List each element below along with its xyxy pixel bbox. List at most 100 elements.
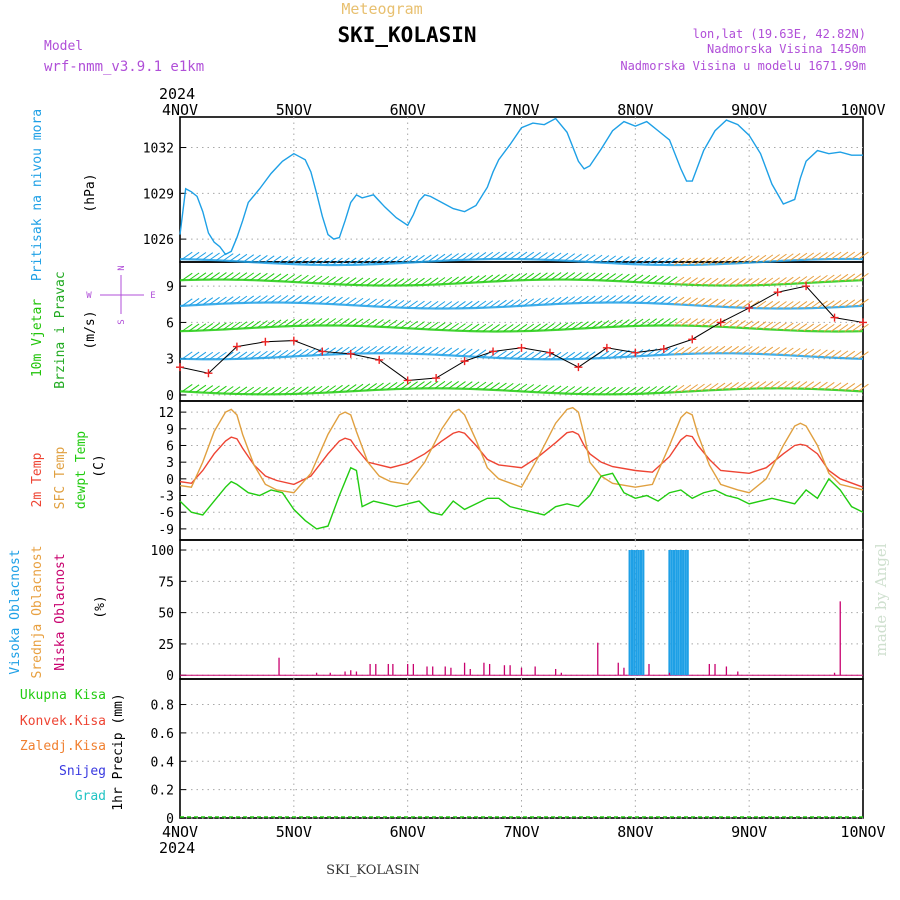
wind-barb <box>311 275 323 284</box>
wind-barb <box>735 381 746 390</box>
wind-barb <box>229 386 241 395</box>
wind-barb <box>694 277 705 286</box>
wind-barb <box>318 318 330 326</box>
wind-barb <box>414 321 425 330</box>
wind-speed-marker <box>659 345 668 354</box>
wind-barb <box>222 322 234 330</box>
wind-barb <box>755 321 767 330</box>
wind-barb <box>489 300 500 308</box>
wind-barb <box>304 386 316 394</box>
wind-barb <box>277 273 289 282</box>
wind-barb <box>584 295 596 304</box>
wind-barb <box>783 380 794 389</box>
wind-barb <box>721 256 733 265</box>
wind-barb <box>680 277 692 285</box>
wind-barb <box>489 350 500 358</box>
wind-units: (m/s) <box>83 310 98 349</box>
wind-barb <box>257 255 268 263</box>
wind-barb <box>564 253 576 262</box>
wind-barb <box>564 386 576 394</box>
wind-speed-marker <box>688 335 697 344</box>
wind-barb <box>694 383 705 392</box>
compass-south: S <box>117 319 127 324</box>
wind-barb <box>748 381 760 390</box>
wind-barb <box>632 274 644 283</box>
wind-barb <box>762 277 774 286</box>
wind-barb <box>673 276 685 285</box>
wind-barb <box>468 252 480 261</box>
wind-speed-marker <box>460 357 469 366</box>
wind-barb <box>742 320 753 329</box>
wind-barb <box>523 251 535 260</box>
wind-barb <box>769 301 780 309</box>
wind-barb <box>298 256 309 265</box>
wind-barb <box>824 349 835 358</box>
wind-barb <box>537 297 548 306</box>
wind-barb <box>625 386 637 395</box>
wind-speed-marker <box>745 303 754 312</box>
wind-barb <box>209 296 220 305</box>
wind-barb <box>298 318 309 327</box>
wind-barb <box>824 323 835 332</box>
wind-barb <box>502 273 514 282</box>
wind-barb <box>270 273 282 282</box>
wind-barb <box>537 384 548 393</box>
wind-barb <box>605 319 617 328</box>
wind-barb <box>537 272 548 281</box>
wind-barb <box>516 383 528 392</box>
wind-barb <box>359 257 371 266</box>
wind-barb <box>304 257 316 265</box>
wind-barb <box>578 272 589 281</box>
wind-barb <box>462 323 473 332</box>
wind-barb <box>523 351 535 360</box>
wind-barb <box>400 320 412 329</box>
wind-barb <box>653 275 664 284</box>
year-label-bottom: 2024 <box>159 839 195 857</box>
wind-barb <box>366 257 377 265</box>
wind-barb <box>810 323 821 332</box>
y-tick-label: 0 <box>166 389 174 404</box>
wind-barb <box>284 318 296 327</box>
wind-barb <box>421 254 432 263</box>
wind-barb <box>188 351 200 360</box>
wind-barb <box>591 272 603 281</box>
high-cloud-title: Visoka Oblacnost <box>8 549 23 674</box>
wind-barb <box>516 298 528 307</box>
wind-barb <box>817 381 828 390</box>
x-tick-label-bottom: 6NOV <box>390 823 426 841</box>
wind-barb <box>277 386 289 395</box>
wind-barb <box>332 276 343 285</box>
wind-barb <box>509 383 521 392</box>
wind-barb <box>298 295 309 304</box>
wind-barb <box>796 381 808 389</box>
wind-barb <box>257 350 268 359</box>
wind-barb <box>632 295 644 304</box>
wind-barb <box>345 297 357 306</box>
wind-barb <box>598 272 610 281</box>
wind-barb <box>181 251 193 260</box>
wind-barb <box>393 278 405 286</box>
y-tick-label: 0 <box>166 669 174 684</box>
x-tick-label-top: 7NOV <box>503 101 539 119</box>
wind-barb <box>557 385 569 394</box>
wind-barb <box>680 257 692 266</box>
wind-barb <box>250 272 261 281</box>
wind-barb <box>216 252 227 261</box>
wind-barb <box>311 385 323 394</box>
wind-barb <box>598 295 610 304</box>
wind-barb <box>277 256 289 264</box>
y-tick-label: 50 <box>158 607 174 622</box>
legend-snow: Snijeg <box>59 764 106 779</box>
wind-barb <box>462 348 473 357</box>
wind-barb <box>284 295 296 303</box>
credit-watermark: made by Angel <box>872 543 890 656</box>
wind-barb <box>236 295 248 304</box>
wind-barb <box>694 257 705 266</box>
wind-barb <box>687 297 698 306</box>
wind-barb <box>482 381 494 390</box>
legend-total-precip: Ukupna Kisa <box>20 688 106 703</box>
sfc-line <box>179 406 864 494</box>
y-tick-label: 6 <box>166 316 174 331</box>
wind-barb <box>236 351 248 360</box>
wind-barb <box>598 320 610 328</box>
